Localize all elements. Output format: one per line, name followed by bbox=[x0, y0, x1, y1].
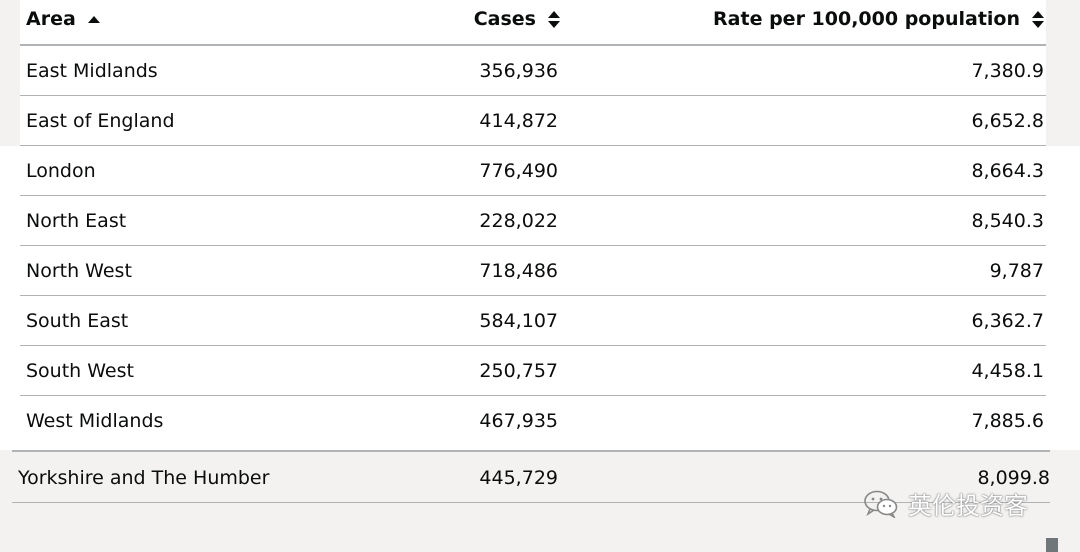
cell-area: North East bbox=[26, 210, 127, 232]
cell-rate: 8,540.3 bbox=[971, 210, 1044, 232]
cell-area: East Midlands bbox=[26, 60, 158, 82]
table-row: Yorkshire and The Humber 445,729 8,099.8 bbox=[12, 450, 1050, 503]
wechat-icon bbox=[864, 490, 898, 518]
column-header-cases[interactable]: Cases bbox=[474, 8, 560, 30]
cell-area: North West bbox=[26, 260, 132, 282]
sort-toggle-icon[interactable] bbox=[548, 10, 560, 28]
cell-cases: 228,022 bbox=[479, 210, 558, 232]
cell-rate: 6,652.8 bbox=[971, 110, 1044, 132]
cell-cases: 776,490 bbox=[479, 160, 558, 182]
sort-ascending-icon[interactable] bbox=[87, 15, 100, 23]
cell-area: South West bbox=[26, 360, 134, 382]
cell-rate: 4,458.1 bbox=[971, 360, 1044, 382]
column-header-area[interactable]: Area bbox=[26, 8, 100, 30]
table-row: North West 718,486 9,787 bbox=[20, 246, 1046, 296]
cell-rate: 9,787 bbox=[989, 260, 1044, 282]
cell-area: East of England bbox=[26, 110, 175, 132]
cell-cases: 718,486 bbox=[479, 260, 558, 282]
cell-cases: 356,936 bbox=[479, 60, 558, 82]
cell-rate: 7,380.9 bbox=[971, 60, 1044, 82]
table-row: South East 584,107 6,362.7 bbox=[20, 296, 1046, 346]
table-row: East of England 414,872 6,652.8 bbox=[20, 96, 1046, 146]
column-header-rate[interactable]: Rate per 100,000 population bbox=[713, 8, 1044, 30]
watermark-text: 英伦投资客 bbox=[908, 492, 1028, 520]
cell-area: West Midlands bbox=[26, 410, 164, 432]
cell-rate: 8,664.3 bbox=[971, 160, 1044, 182]
table-row: South West 250,757 4,458.1 bbox=[20, 346, 1046, 396]
cell-rate: 7,885.6 bbox=[971, 410, 1044, 432]
cell-area: Yorkshire and The Humber bbox=[18, 467, 270, 489]
cell-cases: 584,107 bbox=[479, 310, 558, 332]
table-header: Area Cases Rate per 100,000 population bbox=[20, 0, 1046, 46]
table-row: London 776,490 8,664.3 bbox=[20, 146, 1046, 196]
cell-cases: 414,872 bbox=[479, 110, 558, 132]
table-row: North East 228,022 8,540.3 bbox=[20, 196, 1046, 246]
column-header-rate-label: Rate per 100,000 population bbox=[713, 8, 1020, 30]
column-header-area-label: Area bbox=[26, 8, 76, 30]
table-row: East Midlands 356,936 7,380.9 bbox=[20, 46, 1046, 96]
cell-area: London bbox=[26, 160, 96, 182]
cell-rate: 8,099.8 bbox=[977, 467, 1050, 489]
cell-cases: 445,729 bbox=[479, 467, 558, 489]
table-panel-top bbox=[20, 0, 1046, 146]
watermark: 英伦投资客 bbox=[864, 486, 1028, 521]
cell-rate: 6,362.7 bbox=[971, 310, 1044, 332]
table-panel-middle bbox=[0, 146, 1080, 450]
cell-cases: 250,757 bbox=[479, 360, 558, 382]
scrollbar-thumb[interactable] bbox=[1046, 538, 1058, 552]
cell-cases: 467,935 bbox=[479, 410, 558, 432]
table-row: West Midlands 467,935 7,885.6 bbox=[20, 396, 1046, 445]
sort-toggle-icon[interactable] bbox=[1032, 10, 1044, 28]
cell-area: South East bbox=[26, 310, 129, 332]
column-header-cases-label: Cases bbox=[473, 8, 536, 30]
